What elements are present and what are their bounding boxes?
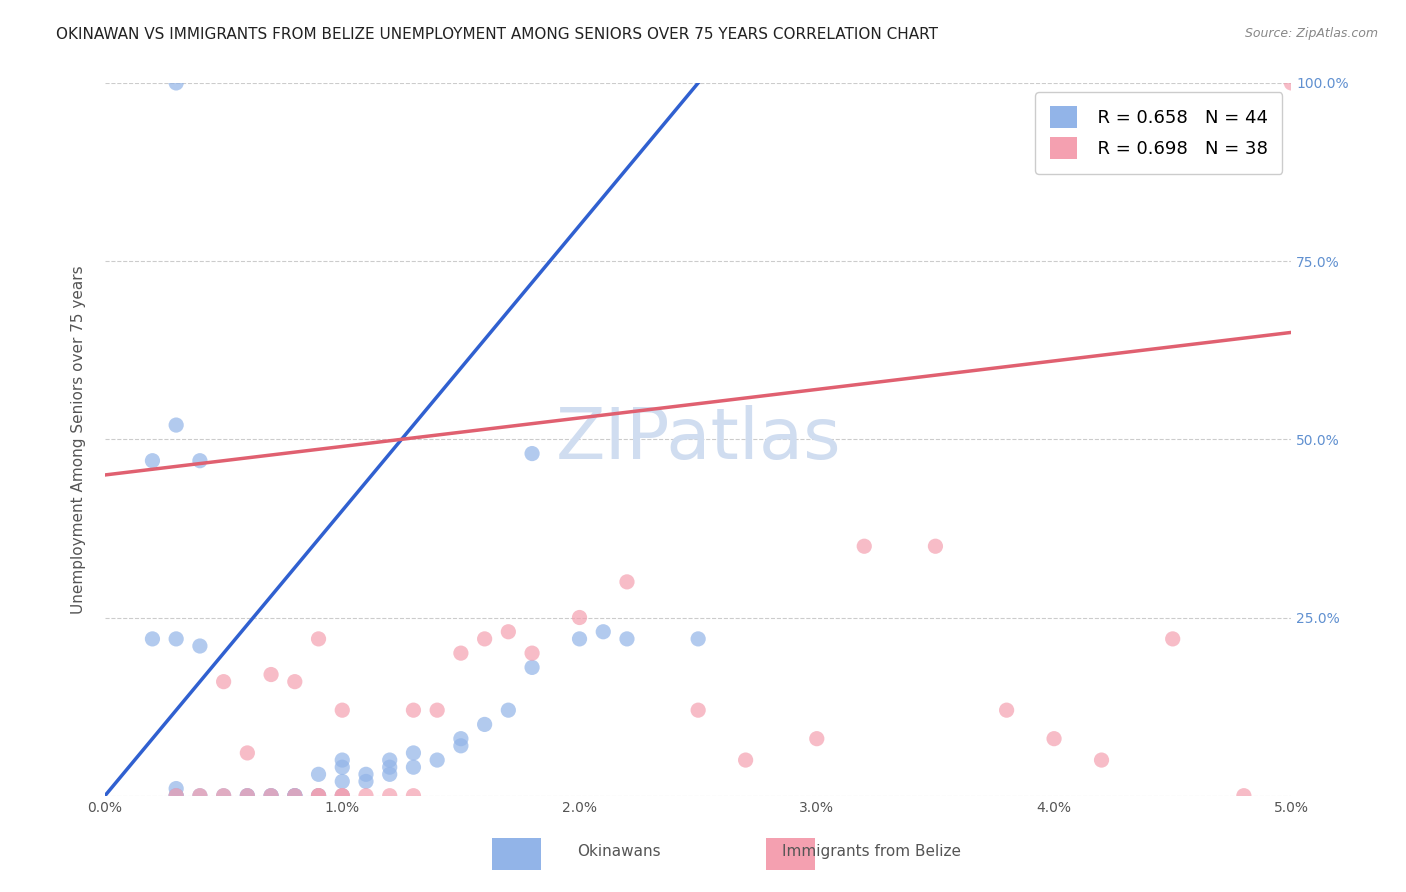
Point (284, 674, 307, 689)
Point (188, 789, 211, 803)
Point (354, 767, 377, 781)
Point (308, 789, 330, 803)
Point (308, 789, 330, 803)
Point (806, 731, 828, 746)
Point (330, 760, 353, 774)
Point (236, 746, 259, 760)
Point (260, 789, 283, 803)
Point (212, 789, 235, 803)
Point (402, 760, 425, 774)
Point (212, 789, 235, 803)
Point (450, 739, 472, 753)
Point (284, 789, 307, 803)
Point (402, 746, 425, 760)
Point (260, 667, 283, 681)
Point (330, 774, 353, 789)
Text: Immigrants from Belize: Immigrants from Belize (782, 845, 962, 859)
Point (308, 767, 330, 781)
Point (498, 624, 520, 639)
Point (924, 539, 946, 553)
Point (426, 753, 449, 767)
Point (853, 539, 876, 553)
Point (616, 574, 638, 589)
Point (165, 789, 187, 803)
Point (260, 789, 283, 803)
Y-axis label: Unemployment Among Seniors over 75 years: Unemployment Among Seniors over 75 years (72, 265, 86, 614)
Point (1043, 731, 1066, 746)
Point (450, 731, 472, 746)
Point (498, 703, 520, 717)
Legend:   R = 0.658   N = 44,   R = 0.698   N = 38: R = 0.658 N = 44, R = 0.698 N = 38 (1035, 92, 1282, 174)
Point (308, 632, 330, 646)
Point (354, 789, 377, 803)
Point (378, 789, 401, 803)
Point (165, 76, 187, 90)
Text: Source: ZipAtlas.com: Source: ZipAtlas.com (1244, 27, 1378, 40)
Point (165, 781, 187, 796)
Point (592, 624, 614, 639)
Point (688, 632, 710, 646)
Point (330, 753, 353, 767)
Point (520, 660, 543, 674)
Point (188, 453, 211, 467)
Point (734, 753, 756, 767)
Point (165, 418, 187, 433)
Point (165, 632, 187, 646)
Text: ZIPatlas: ZIPatlas (555, 405, 841, 474)
Point (165, 789, 187, 803)
Point (236, 789, 259, 803)
Point (378, 753, 401, 767)
Point (1233, 789, 1256, 803)
Point (426, 703, 449, 717)
Point (284, 789, 307, 803)
Point (688, 703, 710, 717)
Point (474, 717, 496, 731)
Point (378, 760, 401, 774)
Point (378, 767, 401, 781)
Point (1279, 76, 1302, 90)
Point (212, 674, 235, 689)
Point (354, 774, 377, 789)
Point (188, 789, 211, 803)
Point (520, 646, 543, 660)
Point (474, 632, 496, 646)
Text: OKINAWAN VS IMMIGRANTS FROM BELIZE UNEMPLOYMENT AMONG SENIORS OVER 75 YEARS CORR: OKINAWAN VS IMMIGRANTS FROM BELIZE UNEMP… (56, 27, 938, 42)
Point (330, 789, 353, 803)
Point (165, 789, 187, 803)
Point (995, 703, 1018, 717)
Point (284, 789, 307, 803)
Point (568, 610, 591, 624)
Point (141, 632, 163, 646)
Point (568, 632, 591, 646)
Point (308, 789, 330, 803)
Point (616, 632, 638, 646)
Point (330, 789, 353, 803)
Point (284, 789, 307, 803)
Point (236, 789, 259, 803)
Point (308, 789, 330, 803)
Point (450, 646, 472, 660)
Point (141, 453, 163, 467)
Point (520, 446, 543, 460)
Point (236, 789, 259, 803)
Point (260, 789, 283, 803)
Point (402, 789, 425, 803)
Text: Okinawans: Okinawans (576, 845, 661, 859)
Point (1090, 753, 1112, 767)
Point (330, 789, 353, 803)
Point (1161, 632, 1184, 646)
Point (402, 703, 425, 717)
Point (188, 639, 211, 653)
Point (330, 703, 353, 717)
